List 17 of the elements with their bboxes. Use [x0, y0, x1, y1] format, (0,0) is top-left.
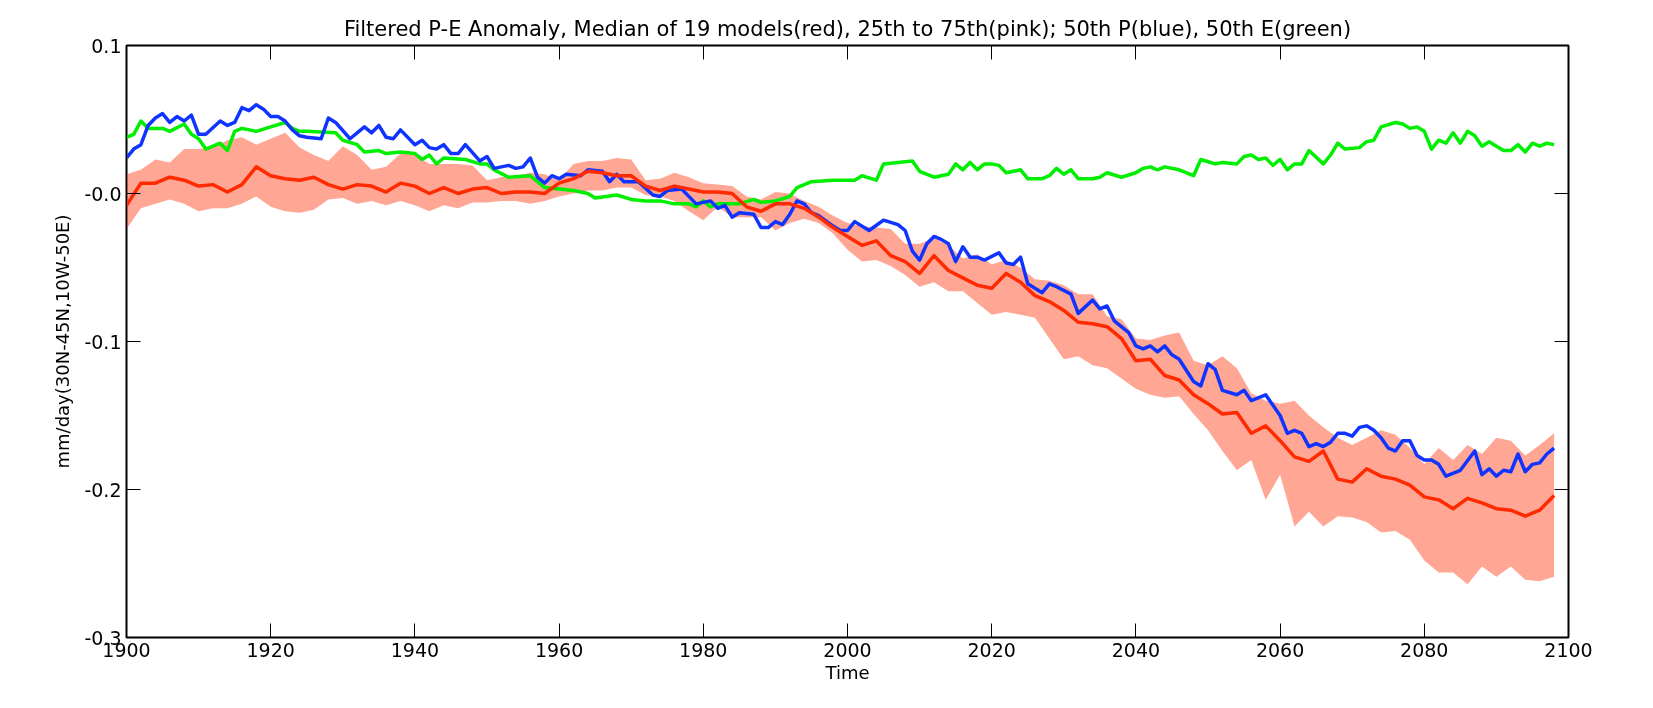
- x-tick-label: 2000: [823, 638, 872, 661]
- x-tick-label: 1980: [679, 638, 728, 661]
- y-tick-label: 0.1: [91, 34, 122, 57]
- x-axis-title: Time: [824, 661, 870, 683]
- x-tick-label: 1960: [534, 638, 584, 661]
- y-axis-title: mm/day(30N-45N,10W-50E): [52, 214, 74, 469]
- x-tick-label: 2040: [1111, 638, 1161, 661]
- x-tick-label: 1940: [390, 638, 440, 661]
- x-tick-label: 2060: [1255, 638, 1305, 661]
- y-tick-label: -0.2: [84, 478, 122, 501]
- y-tick-label: -0.0: [84, 182, 122, 205]
- y-tick-label: -0.1: [84, 330, 122, 353]
- x-tick-label: 2100: [1544, 638, 1593, 661]
- x-tick-label: 1920: [246, 638, 295, 661]
- x-tick-label: 2020: [967, 638, 1016, 661]
- chart-title: Filtered P-E Anomaly, Median of 19 models(red), 25th to 75th(pink); 50th P(blue), 50th E(green): [343, 16, 1352, 41]
- x-tick-label: 2080: [1400, 638, 1449, 661]
